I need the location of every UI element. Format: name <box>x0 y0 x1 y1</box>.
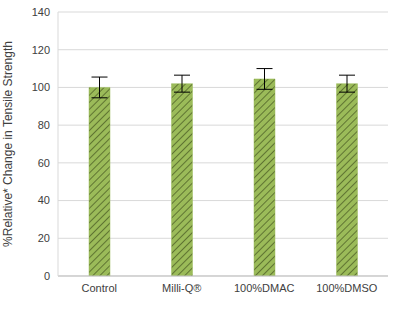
svg-text:20: 20 <box>38 232 50 244</box>
svg-text:100%DMAC: 100%DMAC <box>234 282 295 294</box>
svg-text:Milli-Q®: Milli-Q® <box>162 282 201 294</box>
svg-text:40: 40 <box>38 194 50 206</box>
svg-text:140: 140 <box>32 6 50 18</box>
svg-text:80: 80 <box>38 119 50 131</box>
svg-text:%Relative* Change in Tensile S: %Relative* Change in Tensile Strength <box>8 41 15 247</box>
svg-text:60: 60 <box>38 157 50 169</box>
svg-text:0: 0 <box>44 270 50 282</box>
svg-text:100: 100 <box>32 81 50 93</box>
svg-text:100%DMSO: 100%DMSO <box>316 282 378 294</box>
svg-text:120: 120 <box>32 44 50 56</box>
svg-text:Control: Control <box>82 282 117 294</box>
